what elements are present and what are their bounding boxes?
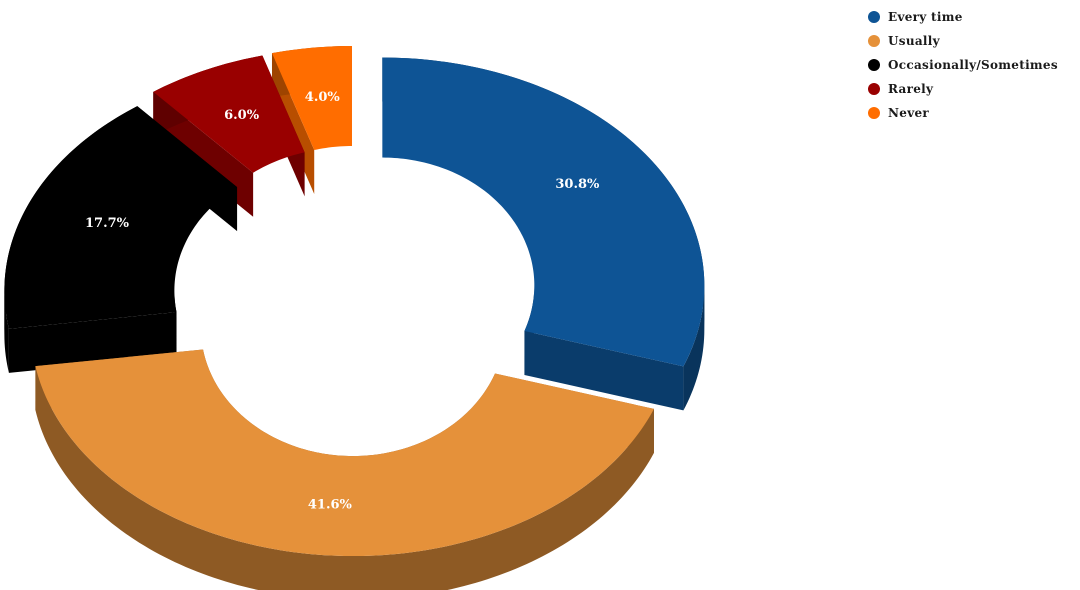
legend-label-rarely: Rarely — [888, 82, 934, 96]
slice-top-never — [271, 46, 352, 151]
slice-outer-wall-front-every-time — [683, 285, 705, 411]
legend: Every time Usually Occasionally/Sometime… — [868, 5, 1058, 125]
legend-item-usually[interactable]: Usually — [868, 29, 1058, 53]
legend-marker-never — [868, 107, 880, 119]
slice-end-cap-every-time-1 — [524, 330, 684, 411]
legend-label-usually: Usually — [888, 34, 940, 48]
slice-top-every-time — [382, 57, 705, 367]
slice-outer-wall-front-usually — [35, 366, 654, 590]
legend-marker-usually — [868, 35, 880, 47]
legend-marker-rarely — [868, 83, 880, 95]
data-label-occasionally-sometimes: 17.7% — [85, 216, 130, 231]
legend-item-rarely[interactable]: Rarely — [868, 77, 1058, 101]
slice-top-occasionally-sometimes — [4, 106, 238, 329]
legend-item-never[interactable]: Never — [868, 101, 1058, 125]
legend-label-never: Never — [888, 106, 930, 120]
data-label-never: 4.0% — [305, 90, 341, 105]
legend-item-every-time[interactable]: Every time — [868, 5, 1058, 29]
data-label-every-time: 30.8% — [555, 177, 600, 192]
slice-top-rarely — [153, 55, 305, 173]
slice-top-usually — [35, 349, 654, 557]
slice-usually[interactable] — [35, 349, 654, 590]
legend-label-every-time: Every time — [888, 10, 963, 24]
slice-outer-wall-front-occasionally-sometimes — [4, 290, 9, 373]
legend-marker-occasionally-sometimes — [868, 59, 880, 71]
data-label-usually: 41.6% — [308, 498, 353, 513]
data-label-rarely: 6.0% — [224, 108, 260, 123]
slice-every-time[interactable] — [382, 57, 705, 411]
legend-label-occasionally-sometimes: Occasionally/Sometimes — [888, 58, 1058, 72]
legend-marker-every-time — [868, 11, 880, 23]
legend-item-occasionally-sometimes[interactable]: Occasionally/Sometimes — [868, 53, 1058, 77]
